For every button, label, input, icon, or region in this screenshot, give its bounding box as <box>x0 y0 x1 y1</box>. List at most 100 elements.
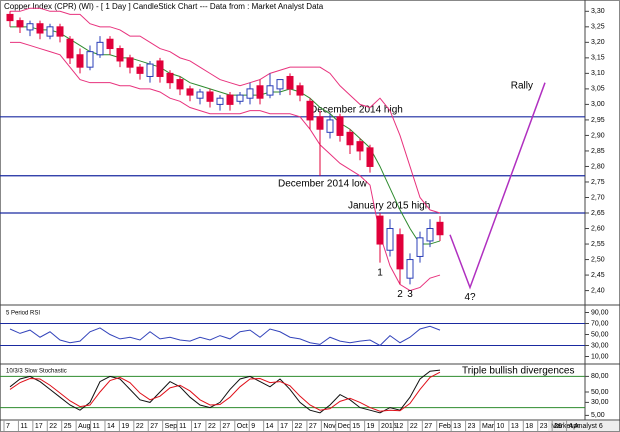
y-tick-label: 80,00 <box>591 373 609 380</box>
candle-body <box>256 85 264 99</box>
chart-title: Copper Index (CPR) (WI) - [ 1 Day ] Cand… <box>4 2 324 11</box>
x-tick-label: 18 <box>525 423 533 430</box>
series-line <box>9 369 441 414</box>
x-tick-label: Oct <box>237 423 248 430</box>
candle-body <box>16 20 24 28</box>
wave-label: 3 <box>407 289 413 300</box>
candle-body <box>236 94 244 102</box>
y-tick-label: 2,60 <box>591 225 605 232</box>
footer-box <box>548 421 619 431</box>
series-line <box>9 371 441 412</box>
x-tick-label: Mar <box>482 423 495 430</box>
x-tick-label: Nov <box>323 423 336 430</box>
wave-label: 1 <box>377 267 383 278</box>
candle-body <box>226 94 234 105</box>
y-tick-label: 2,40 <box>591 287 605 294</box>
x-tick-label: 10 <box>496 423 504 430</box>
y-tick-label: 2,85 <box>591 148 605 155</box>
y-tick-label: 50,00 <box>591 389 609 396</box>
x-tick-label: 14 <box>107 423 115 430</box>
x-tick-label: 2015 <box>381 423 397 430</box>
y-tick-label: 90,00 <box>591 309 609 316</box>
y-tick-label: 3,30 <box>591 8 605 15</box>
series-line <box>10 7 441 214</box>
x-tick-label: 19 <box>367 423 375 430</box>
x-tick-label: Apr <box>569 423 581 430</box>
candle-body <box>156 60 164 77</box>
x-tick-label: 22 <box>410 423 418 430</box>
x-tick-label: 14 <box>266 423 274 430</box>
series-line <box>10 41 441 292</box>
panel-title: 5 Period RSI <box>6 311 40 317</box>
candle-body <box>296 85 304 96</box>
projection-label: 4? <box>464 292 476 303</box>
x-tick-label: 27 <box>222 423 230 430</box>
candle-body <box>76 54 84 68</box>
candle-body <box>366 147 374 167</box>
candle-body <box>426 228 434 242</box>
x-tick-label: 9 <box>251 423 255 430</box>
y-tick-label: 2,55 <box>591 241 605 248</box>
level-label: December 2014 low <box>278 178 368 189</box>
level-label: January 2015 high <box>348 201 430 212</box>
x-tick-label: 17 <box>194 423 202 430</box>
y-tick-label: 5,00 <box>591 412 605 419</box>
x-tick-label: Aug <box>78 423 91 430</box>
x-tick-label: 13 <box>453 423 461 430</box>
candle-body <box>106 38 114 50</box>
y-tick-label: 2,80 <box>591 163 605 170</box>
candle-body <box>406 259 414 279</box>
candle-body <box>386 228 394 251</box>
x-tick-label: 13 <box>511 423 519 430</box>
candle-body <box>316 116 324 130</box>
y-tick-label: 2,90 <box>591 132 605 139</box>
candle-body <box>246 88 254 99</box>
series-line <box>10 26 441 245</box>
x-tick-label: 23 <box>540 423 548 430</box>
y-tick-label: 30,00 <box>591 399 609 406</box>
candle-body <box>206 91 214 102</box>
y-tick-label: 2,45 <box>591 272 605 279</box>
x-tick-label: 17 <box>35 423 43 430</box>
y-tick-label: 70,00 <box>591 320 609 327</box>
x-tick-label: 23 <box>468 423 476 430</box>
y-tick-label: 30,00 <box>591 342 609 349</box>
candle-body <box>116 48 124 62</box>
candle-body <box>276 79 284 90</box>
y-tick-label: 3,10 <box>591 70 605 77</box>
candle-body <box>376 215 384 245</box>
x-tick-label: 19 <box>121 423 129 430</box>
series-line <box>9 325 441 347</box>
candle-body <box>396 234 404 270</box>
candle-body <box>36 23 44 34</box>
candle-body <box>326 119 334 133</box>
candle-body <box>66 38 74 59</box>
x-tick-label: 11 <box>179 423 186 430</box>
x-tick-label: 11 <box>20 423 27 430</box>
x-tick-label: Sep <box>165 423 178 430</box>
y-tick-label: 2,95 <box>591 117 605 124</box>
candle-body <box>86 51 94 68</box>
y-tick-label: 10,00 <box>591 353 609 360</box>
x-tick-label: 22 <box>208 423 216 430</box>
y-tick-label: 3,20 <box>591 39 605 46</box>
candle-body <box>176 79 184 90</box>
candle-body <box>216 97 224 105</box>
candle-body <box>96 41 104 56</box>
y-tick-label: 3,00 <box>591 101 605 108</box>
x-tick-label: 11 <box>93 423 100 430</box>
y-tick-label: 2,50 <box>591 256 605 263</box>
candle-body <box>136 66 144 74</box>
y-tick-label: 3,05 <box>591 86 605 93</box>
y-tick-label: 50,00 <box>591 331 609 338</box>
candle-body <box>336 116 344 136</box>
x-tick-label: Dec <box>338 423 351 430</box>
x-tick-label: 17 <box>280 423 288 430</box>
projection-label: Rally <box>511 80 533 91</box>
x-tick-label: 22 <box>49 423 57 430</box>
x-tick-label: 25 <box>64 423 72 430</box>
candle-body <box>146 63 154 77</box>
x-tick-label: 12 <box>395 423 403 430</box>
